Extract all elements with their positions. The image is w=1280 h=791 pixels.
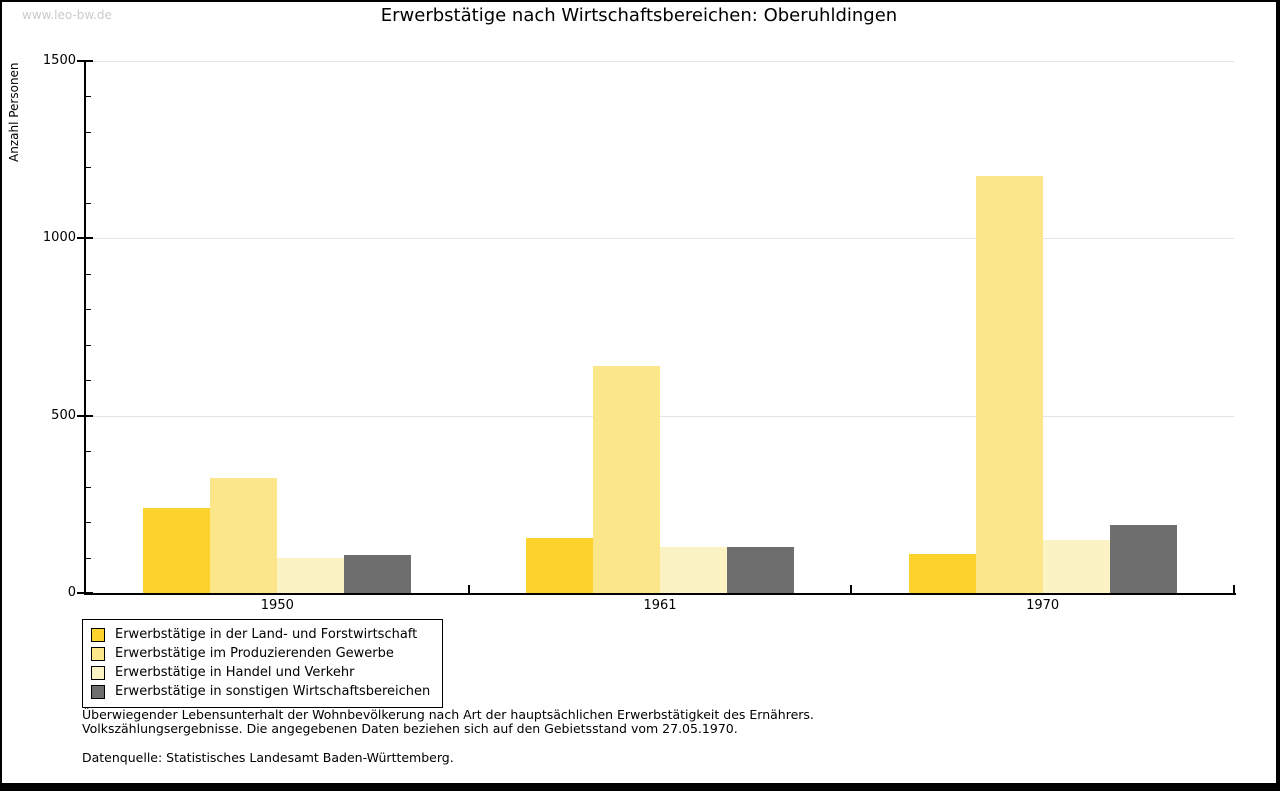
legend-label-3: Erwerbstätige in Handel und Verkehr xyxy=(115,665,355,680)
chart-footnote: Überwiegender Lebensunterhalt der Wohnbe… xyxy=(82,708,814,735)
y-minor-tick-1300 xyxy=(86,131,91,133)
footnote-line-1: Überwiegender Lebensunterhalt der Wohnbe… xyxy=(82,707,814,722)
y-major-tick-0 xyxy=(77,592,93,594)
y-major-tick-1000 xyxy=(77,237,93,240)
y-axis-label: Anzahl Personen xyxy=(7,62,21,162)
y-minor-tick-1100 xyxy=(86,202,91,204)
legend-item-2: Erwerbstätige im Produzierenden Gewerbe xyxy=(91,644,430,663)
x-axis-line xyxy=(84,593,1236,595)
legend-swatch-1 xyxy=(91,627,105,642)
y-major-tick-1500 xyxy=(77,60,93,62)
legend-swatch-2 xyxy=(91,646,105,661)
y-major-tick-500 xyxy=(77,414,93,417)
y-minor-tick-400 xyxy=(86,451,91,453)
y-minor-tick-300 xyxy=(86,486,91,488)
plot-area: 0 500 1000 1500 1950 1961 1970 xyxy=(43,53,1236,613)
y-minor-tick-1200 xyxy=(86,167,91,169)
x-boundary-tick-2 xyxy=(1233,585,1235,593)
chart-legend: Erwerbstätige in der Land- und Forstwirt… xyxy=(82,619,444,708)
y-minor-tick-800 xyxy=(86,309,91,311)
bar-1970-series-4 xyxy=(1109,524,1177,593)
y-minor-tick-100 xyxy=(86,557,91,559)
y-tick-label-1500: 1500 xyxy=(42,53,76,68)
y-axis-line xyxy=(84,61,86,595)
chart-title: Erwerbstätige nach Wirtschaftsbereichen:… xyxy=(380,5,898,26)
y-minor-tick-700 xyxy=(86,344,91,346)
bar-1970-series-3 xyxy=(1042,539,1110,593)
bar-1970-series-1 xyxy=(908,553,976,593)
legend-item-4: Erwerbstätige in sonstigen Wirtschaftsbe… xyxy=(91,682,430,701)
x-boundary-tick-0 xyxy=(467,585,470,593)
x-tick-label-1970: 1970 xyxy=(1026,598,1060,613)
bar-1961-series-4 xyxy=(727,546,794,593)
gridline-1000 xyxy=(86,238,1234,240)
legend-label-1: Erwerbstätige in der Land- und Forstwirt… xyxy=(115,627,418,642)
legend-item-3: Erwerbstätige in Handel und Verkehr xyxy=(91,663,430,682)
y-tick-label-0: 0 xyxy=(67,585,76,600)
y-tick-label-500: 500 xyxy=(51,407,76,423)
bar-1961-series-2 xyxy=(593,366,660,593)
bar-1961-series-3 xyxy=(660,546,727,593)
y-tick-label-1000: 1000 xyxy=(42,230,76,246)
y-minor-tick-900 xyxy=(86,273,91,275)
legend-label-2: Erwerbstätige im Produzierenden Gewerbe xyxy=(115,646,394,661)
bar-1950-series-1 xyxy=(143,507,211,593)
legend-swatch-3 xyxy=(91,665,105,680)
bar-1950-series-4 xyxy=(344,555,412,593)
y-minor-tick-600 xyxy=(86,380,91,382)
bar-1950-series-2 xyxy=(210,477,278,593)
x-boundary-tick-1 xyxy=(850,585,853,593)
y-minor-tick-200 xyxy=(86,522,91,524)
watermark-text: www.leo-bw.de xyxy=(22,8,112,22)
bar-1950-series-3 xyxy=(277,557,345,593)
x-tick-label-1961: 1961 xyxy=(643,598,677,613)
gridline-1500 xyxy=(86,61,1234,62)
bar-1961-series-1 xyxy=(526,538,593,593)
footnote-line-2: Volkszählungsergebnisse. Die angegebenen… xyxy=(82,720,738,736)
legend-label-4: Erwerbstätige in sonstigen Wirtschaftsbe… xyxy=(115,684,431,699)
x-tick-label-1950: 1950 xyxy=(260,598,294,613)
data-source-note: Datenquelle: Statistisches Landesamt Bad… xyxy=(82,750,454,765)
gridline-500 xyxy=(86,415,1234,417)
legend-item-1: Erwerbstätige in der Land- und Forstwirt… xyxy=(91,625,430,644)
y-minor-tick-1400 xyxy=(86,96,91,98)
bar-1970-series-2 xyxy=(975,176,1043,593)
legend-swatch-4 xyxy=(91,684,105,699)
